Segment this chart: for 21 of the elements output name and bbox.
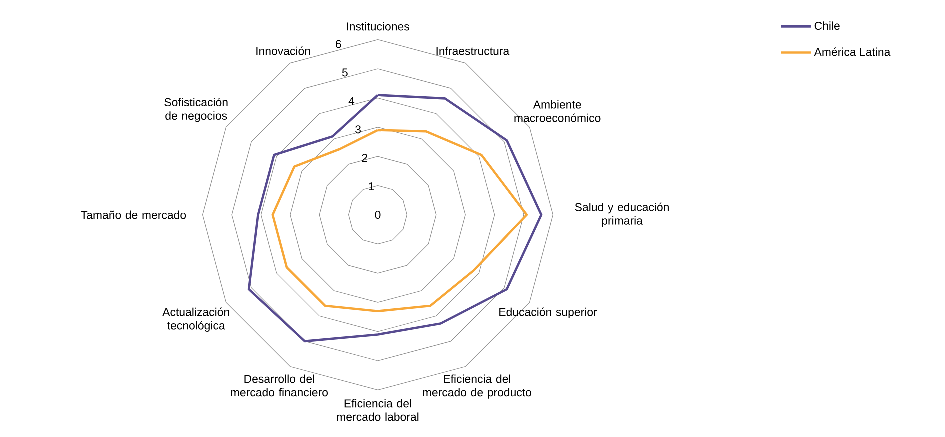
spoke-label: Instituciones: [347, 22, 410, 31]
spoke-label: Desarrollo del mercado financiero: [231, 374, 328, 397]
y-tick-label: 5: [342, 68, 348, 77]
spoke-label: Sofisticación de negocios: [164, 98, 228, 122]
y-tick-label: 0: [375, 210, 381, 220]
y-tick-label: 4: [348, 97, 355, 106]
y-tick-label: 3: [356, 126, 361, 134]
spoke-label: Ambiente macroeconómico: [514, 100, 601, 122]
spoke-label: Eficiencia del mercado laboral: [337, 399, 419, 422]
spoke-label: Tamaño de mercado: [81, 210, 186, 220]
y-tick-label: 1: [369, 182, 374, 190]
spoke-label: Infraestructura: [436, 46, 510, 56]
legend-label: América Latina: [814, 48, 891, 56]
spoke-label: Innovación: [256, 46, 310, 56]
spoke-label: Educación superior: [500, 308, 598, 319]
legend-label: Chile: [814, 22, 840, 30]
spoke-label: Salud y educación primaria: [575, 202, 669, 228]
y-tick-label: 2: [362, 154, 368, 162]
y-tick-label: 6: [336, 40, 342, 48]
spoke-label: Actualización tecnológica: [162, 308, 230, 332]
spoke-label: Eficiencia del mercado de producto: [423, 374, 532, 399]
